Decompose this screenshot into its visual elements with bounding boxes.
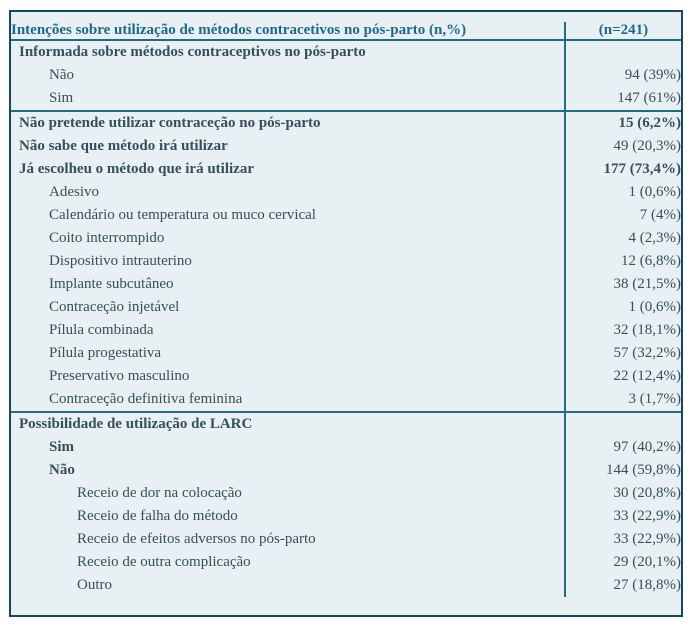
row-value: 1 (0,6%) [564,181,681,204]
table-row: Receio de efeitos adversos no pós-parto 3… [11,528,681,551]
table-row: Dispositivo intrauterino 12 (6,8%) [11,250,681,273]
sample-size-header: (n=241) [564,22,681,41]
row-label: Preservativo masculino [49,368,190,384]
row-label: Contraceção injetável [49,299,180,315]
row-label: Não sabe que método irá utilizar [19,138,228,154]
table-row: Implante subcutâneo 38 (21,5%) [11,273,681,296]
table-row: Preservativo masculino 22 (12,4%) [11,365,681,388]
table-row: Adesivo 1 (0,6%) [11,181,681,204]
row-value: 57 (32,2%) [564,342,681,365]
table-row: Sim 147 (61%) [11,87,681,111]
row-label: Pílula combinada [49,322,154,338]
row-label: Coito interrompido [49,230,165,246]
table-title: Intenções sobre utilização de métodos co… [11,22,565,41]
row-label: Receio de falha do método [77,508,238,524]
row-label: Receio de outra complicação [77,554,251,570]
row-value: 4 (2,3%) [564,227,681,250]
row-value: 144 (59,8%) [564,459,681,482]
table-row: Outro 27 (18,8%) [11,574,681,597]
row-value: 33 (22,9%) [564,505,681,528]
row-label: Não pretende utilizar contraceção no pós… [11,110,565,135]
row-value: 32 (18,1%) [564,319,681,342]
row-label: Contraceção definitiva feminina [49,391,243,407]
row-label: Calendário ou temperatura ou muco cervic… [49,207,316,223]
row-value: 38 (21,5%) [564,273,681,296]
row-label: Não [49,462,75,478]
row-value: 94 (39%) [564,64,681,87]
table-row: Não pretende utilizar contraceção no pós… [11,110,681,135]
row-value: 22 (12,4%) [564,365,681,388]
row-label: Não [49,67,74,83]
row-value [564,40,681,64]
row-value: 7 (4%) [564,204,681,227]
table-header-row: Intenções sobre utilização de métodos co… [11,22,681,41]
row-value: 15 (6,2%) [564,110,681,135]
row-label: Informada sobre métodos contraceptivos n… [19,44,366,60]
table-row: Contraceção definitiva feminina 3 (1,7%) [11,388,681,412]
table-row: Informada sobre métodos contraceptivos n… [11,40,681,64]
table-row: Coito interrompido 4 (2,3%) [11,227,681,250]
row-value: 147 (61%) [564,87,681,111]
table-row: Não sabe que método irá utilizar 49 (20,3… [11,135,681,158]
table-row: Receio de falha do método 33 (22,9%) [11,505,681,528]
row-value: 97 (40,2%) [564,436,681,459]
table-row: Receio de outra complicação 29 (20,1%) [11,551,681,574]
row-label: Dispositivo intrauterino [49,253,192,269]
row-label: Pílula progestativa [49,345,162,361]
row-value: 30 (20,8%) [564,482,681,505]
row-label: Possibilidade de utilização de LARC [11,411,565,436]
table-row: Possibilidade de utilização de LARC [11,411,681,436]
table-row: Não 144 (59,8%) [11,459,681,482]
table-row: Contraceção injetável 1 (0,6%) [11,296,681,319]
row-label: Receio de dor na colocação [77,485,242,501]
row-value: 12 (6,8%) [564,250,681,273]
row-value: 27 (18,8%) [564,574,681,597]
results-table: Intenções sobre utilização de métodos co… [11,22,681,597]
table-row: Receio de dor na colocação 30 (20,8%) [11,482,681,505]
row-label: Receio de efeitos adversos no pós-parto [77,531,316,547]
row-label: Já escolheu o método que irá utilizar [19,161,254,177]
row-value: 1 (0,6%) [564,296,681,319]
row-value: 177 (73,4%) [564,158,681,181]
table-row: Pílula progestativa 57 (32,2%) [11,342,681,365]
row-value: 49 (20,3%) [564,135,681,158]
results-table-frame: Intenções sobre utilização de métodos co… [9,10,683,617]
table-row: Pílula combinada 32 (18,1%) [11,319,681,342]
row-label: Sim [49,90,74,106]
table-row: Calendário ou temperatura ou muco cervic… [11,204,681,227]
table-row: Sim 97 (40,2%) [11,436,681,459]
row-label: Outro [77,577,112,593]
table-row: Já escolheu o método que irá utilizar 177… [11,158,681,181]
row-value: 3 (1,7%) [564,388,681,412]
row-value: 29 (20,1%) [564,551,681,574]
row-value: 33 (22,9%) [564,528,681,551]
row-label: Implante subcutâneo [49,276,174,292]
row-value [564,411,681,436]
table-body: Informada sobre métodos contraceptivos n… [11,40,681,597]
row-label: Adesivo [49,184,99,200]
row-label: Sim [49,439,75,455]
table-row: Não 94 (39%) [11,64,681,87]
